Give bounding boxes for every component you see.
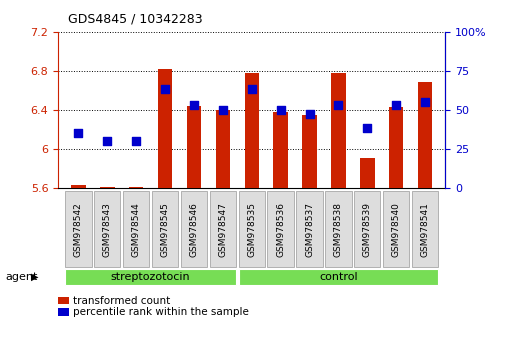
Text: GSM978536: GSM978536: [276, 202, 284, 257]
Point: [218, 107, 226, 113]
Text: GSM978538: GSM978538: [333, 202, 342, 257]
Bar: [100, 187, 114, 188]
Text: GSM978546: GSM978546: [189, 202, 198, 257]
Text: GDS4845 / 10342283: GDS4845 / 10342283: [68, 12, 203, 25]
Bar: [186, 106, 201, 188]
Point: [420, 99, 428, 105]
Point: [103, 138, 111, 144]
Point: [363, 126, 371, 131]
Bar: [71, 185, 85, 188]
Point: [189, 102, 197, 108]
Text: GSM978540: GSM978540: [391, 202, 400, 257]
Text: transformed count: transformed count: [73, 296, 170, 306]
Bar: [215, 110, 230, 188]
Point: [305, 112, 313, 117]
Point: [74, 130, 82, 136]
Point: [132, 138, 140, 144]
Bar: [129, 187, 143, 188]
Text: control: control: [319, 272, 357, 282]
Text: GSM978544: GSM978544: [131, 202, 140, 257]
Text: GSM978542: GSM978542: [74, 202, 83, 257]
Bar: [388, 107, 402, 188]
Text: GSM978537: GSM978537: [305, 202, 314, 257]
Text: percentile rank within the sample: percentile rank within the sample: [73, 307, 249, 317]
Point: [161, 87, 169, 92]
Point: [247, 87, 256, 92]
Text: GSM978545: GSM978545: [160, 202, 169, 257]
Text: agent: agent: [5, 272, 37, 282]
Bar: [360, 158, 374, 188]
Text: ▶: ▶: [31, 272, 39, 282]
Bar: [330, 73, 345, 188]
Bar: [301, 115, 316, 188]
Text: GSM978541: GSM978541: [420, 202, 429, 257]
Text: streptozotocin: streptozotocin: [111, 272, 190, 282]
Text: GSM978535: GSM978535: [247, 202, 256, 257]
Bar: [273, 112, 287, 188]
Text: GSM978547: GSM978547: [218, 202, 227, 257]
Bar: [158, 69, 172, 188]
Bar: [244, 73, 259, 188]
Point: [334, 102, 342, 108]
Text: GSM978543: GSM978543: [103, 202, 112, 257]
Point: [391, 102, 399, 108]
Text: GSM978539: GSM978539: [362, 202, 371, 257]
Bar: [417, 81, 431, 188]
Point: [276, 107, 284, 113]
